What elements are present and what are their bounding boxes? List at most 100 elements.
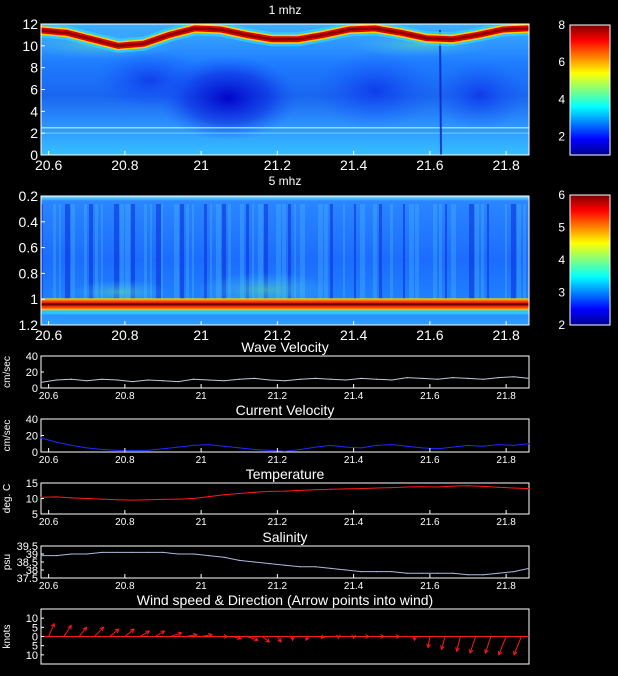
y-tick-label: 15 xyxy=(26,478,38,490)
x-tick-label: 21.8 xyxy=(496,455,516,466)
x-tick-label: 21 xyxy=(196,391,208,402)
surface-band-core xyxy=(41,27,529,48)
data-point xyxy=(406,486,408,488)
data-point xyxy=(391,571,393,573)
y-axis-label: deg. C xyxy=(2,484,13,513)
wind-arrow xyxy=(246,636,259,641)
data-point xyxy=(131,449,134,451)
y-tick-label: 38 xyxy=(26,565,38,577)
vertical-streak xyxy=(439,29,442,155)
data-point xyxy=(238,447,240,449)
wind-arrow-head xyxy=(192,632,198,638)
y-tick-label: 20 xyxy=(26,431,38,443)
vertical-streak xyxy=(258,204,263,303)
wind-arrow-head xyxy=(67,624,72,630)
vertical-streak xyxy=(156,204,161,303)
y-tick-label: 6 xyxy=(30,82,38,98)
wind-arrow-head xyxy=(440,645,445,651)
data-point xyxy=(467,485,469,487)
series-line xyxy=(41,551,530,576)
data-point xyxy=(452,377,454,379)
data-point xyxy=(192,444,195,446)
vertical-streak xyxy=(445,204,447,303)
wind-arrow xyxy=(155,630,165,637)
data-point xyxy=(452,446,454,448)
y-tick-label: 39 xyxy=(26,549,38,561)
y-tick-label: 0 xyxy=(32,383,38,395)
wind-arrow-head xyxy=(208,632,214,638)
vertical-streak xyxy=(228,204,231,303)
series-line xyxy=(40,376,530,383)
x-tick-label: 20.8 xyxy=(111,327,138,343)
y-tick-label: 40 xyxy=(26,414,38,426)
colorbar-tick-label: 2 xyxy=(558,129,565,143)
data-point xyxy=(101,498,103,500)
vertical-streak xyxy=(161,204,163,303)
data-point xyxy=(147,449,149,451)
y-tick-label: 10 xyxy=(22,38,38,54)
y-tick-label: 4 xyxy=(30,103,38,119)
data-point xyxy=(497,377,500,379)
panel-title: Current Velocity xyxy=(236,402,335,418)
vertical-streak xyxy=(204,204,207,303)
wind-arrow-head xyxy=(484,649,489,654)
wind-arrow-head xyxy=(99,626,105,632)
data-point xyxy=(345,488,347,490)
x-tick-label: 21.4 xyxy=(344,517,364,528)
data-point xyxy=(269,379,271,381)
data-point xyxy=(299,489,301,492)
low-intensity-region xyxy=(315,52,435,128)
vertical-streak xyxy=(252,204,254,303)
vertical-streak xyxy=(264,204,268,303)
wind-arrow-head xyxy=(114,628,120,634)
vertical-streak xyxy=(120,204,124,303)
data-point xyxy=(421,447,423,449)
data-point xyxy=(101,378,103,380)
data-point xyxy=(482,445,484,447)
low-intensity-region xyxy=(435,60,525,130)
wind-arrow xyxy=(427,636,431,648)
data-point xyxy=(375,444,378,446)
wind-arrow xyxy=(513,636,522,656)
data-point xyxy=(314,377,317,379)
data-point xyxy=(497,486,500,488)
y-tick-label: 5 xyxy=(32,509,38,521)
data-point xyxy=(482,574,484,576)
wind-arrow-head xyxy=(351,634,356,640)
data-point xyxy=(40,496,42,498)
heatmap-5mhz xyxy=(41,196,529,325)
data-point xyxy=(345,379,347,381)
wind-arrow-head xyxy=(236,635,242,640)
data-point xyxy=(314,446,317,448)
x-tick-label: 21.4 xyxy=(344,391,364,402)
data-point xyxy=(528,567,530,570)
data-point xyxy=(406,377,408,379)
series-line xyxy=(40,437,530,452)
data-point xyxy=(269,490,271,492)
y-tick-label: 0.6 xyxy=(19,240,39,256)
y-tick-label: 10 xyxy=(26,650,38,662)
vertical-streak xyxy=(415,204,419,303)
vertical-streak xyxy=(511,204,516,303)
data-point xyxy=(116,449,118,451)
vertical-streak xyxy=(451,204,456,303)
vertical-streak xyxy=(71,204,75,303)
x-tick-label: 21 xyxy=(193,157,209,173)
data-point xyxy=(253,561,256,563)
data-point xyxy=(253,448,256,451)
data-point xyxy=(436,378,439,380)
x-tick-label: 21.4 xyxy=(340,157,367,173)
colorbar-tick-label: 8 xyxy=(558,18,565,32)
wind-arrow-head xyxy=(412,636,417,642)
wind-arrow xyxy=(170,632,182,637)
wind-arrow-head xyxy=(145,630,151,635)
x-tick-label: 21.6 xyxy=(416,157,443,173)
y-axis-label: psu xyxy=(2,554,13,570)
wind-arrow xyxy=(469,636,477,654)
x-tick-label: 21 xyxy=(196,581,208,592)
wind-arrow-head xyxy=(455,647,460,653)
data-point xyxy=(86,447,88,449)
wind-arrow-head xyxy=(380,634,386,639)
data-point xyxy=(116,499,118,501)
